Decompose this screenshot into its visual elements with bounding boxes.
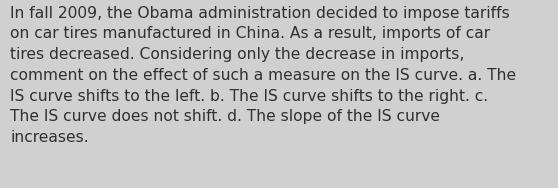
Text: In fall 2009, the Obama administration decided to impose tariffs
on car tires ma: In fall 2009, the Obama administration d… (10, 6, 516, 145)
